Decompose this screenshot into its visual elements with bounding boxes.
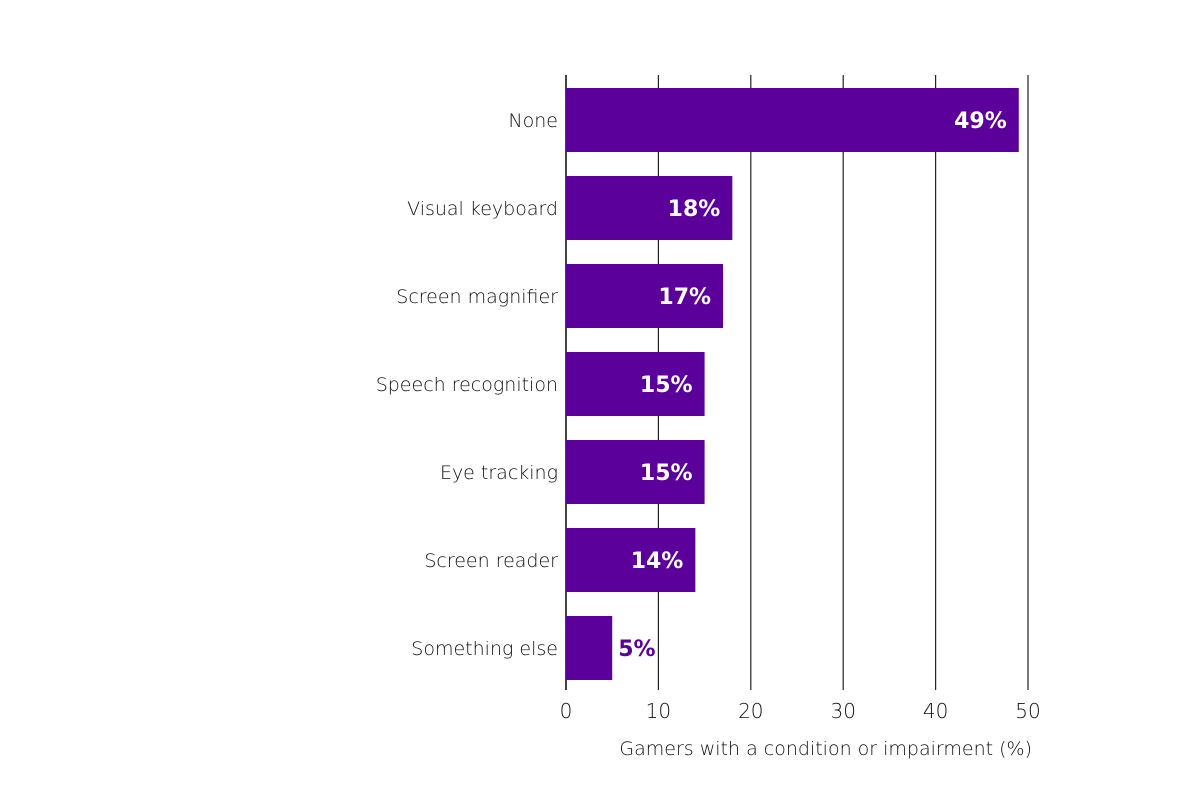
bar (566, 440, 705, 504)
category-label: Eye tracking (440, 462, 558, 484)
x-tick-label: 50 (1015, 699, 1040, 723)
data-label: 17% (658, 285, 711, 310)
bar (566, 264, 724, 328)
x-tick-label: 0 (560, 699, 573, 723)
data-label: 49% (954, 109, 1007, 134)
category-label: Screen reader (424, 550, 558, 572)
x-tick-label: 10 (646, 699, 671, 723)
x-tick-label: 40 (923, 699, 948, 723)
bar (566, 616, 613, 680)
x-axis-label: Gamers with a condition or impairment (%… (619, 738, 1032, 760)
data-label: 15% (640, 461, 693, 486)
category-label: Something else (411, 638, 558, 660)
x-tick-labels: 0 10 20 30 40 50 (560, 699, 1041, 723)
bars: 49% 18% 17% 15% 15% 14% 5% (566, 88, 1019, 680)
data-label: 5% (618, 637, 655, 662)
data-label: 14% (631, 549, 684, 574)
category-label: Screen magnifier (396, 286, 558, 308)
x-tick-label: 30 (830, 699, 855, 723)
category-label: Visual keyboard (407, 198, 558, 220)
category-labels: None Visual keyboard Screen magnifier Speec… (376, 110, 558, 660)
data-label: 18% (668, 197, 721, 222)
category-label: Speech recognition (376, 374, 558, 396)
bar (566, 176, 733, 240)
bar (566, 352, 705, 416)
x-tick-label: 20 (738, 699, 763, 723)
bar (566, 528, 696, 592)
category-label: None (508, 110, 558, 132)
data-label: 15% (640, 373, 693, 398)
bar (566, 88, 1019, 152)
